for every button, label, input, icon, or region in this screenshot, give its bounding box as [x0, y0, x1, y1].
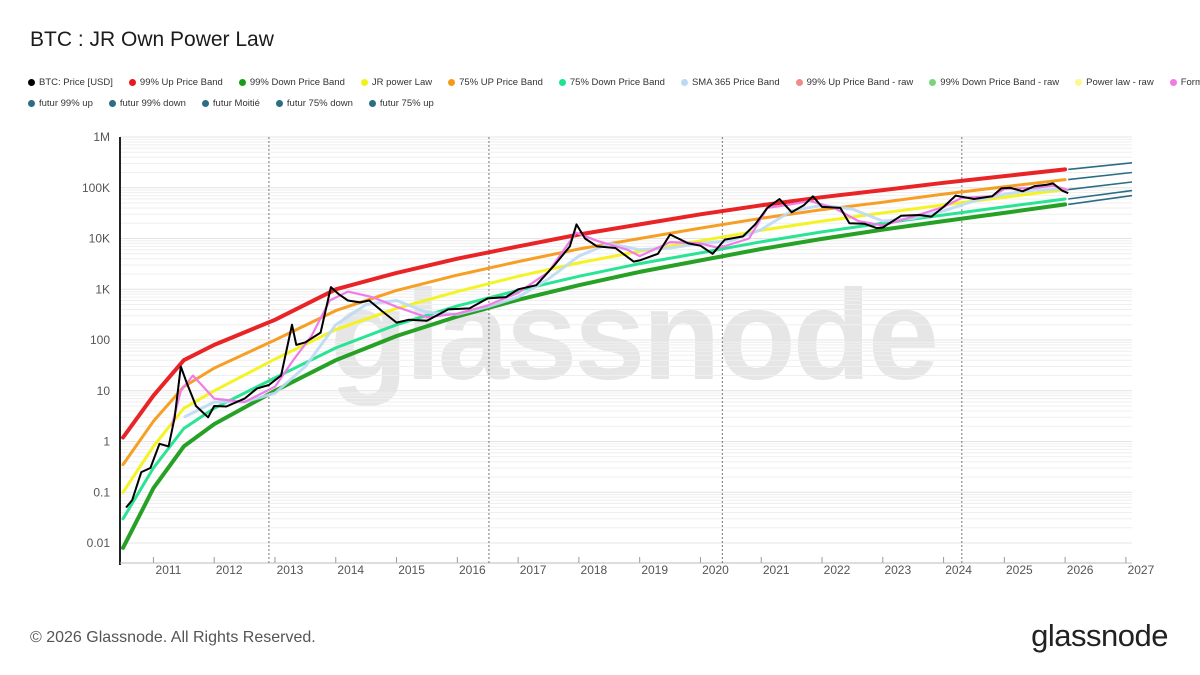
- legend-label: JR power Law: [371, 77, 433, 88]
- band-line: [121, 167, 1068, 440]
- legend-dot-icon: [368, 100, 376, 107]
- legend-item[interactable]: futur 75% down: [275, 98, 353, 109]
- future-line: [1068, 162, 1133, 171]
- legend-label: futur Moitié: [212, 98, 260, 109]
- legend-dot-icon: [28, 79, 35, 86]
- legend-dot-icon: [108, 100, 116, 107]
- future-line: [1068, 171, 1133, 181]
- legend-label: BTC: Price [USD]: [39, 77, 113, 88]
- legend-dot-icon: [558, 79, 566, 86]
- legend-dot-icon: [1169, 79, 1177, 86]
- y-tick-label: 10K: [89, 232, 110, 246]
- x-tick-label: 2024: [945, 563, 972, 577]
- x-tick-label: 2021: [763, 563, 790, 577]
- band-line: [121, 202, 1068, 550]
- legend-label: futur 99% down: [119, 98, 186, 109]
- y-tick-label: 100: [90, 333, 110, 347]
- legend-item[interactable]: 75% UP Price Band: [448, 77, 543, 88]
- legend-label: futur 99% up: [39, 98, 93, 109]
- legend-label: 75% Down Price Band: [569, 77, 665, 88]
- x-tick-label: 2019: [641, 563, 668, 577]
- x-tick-label: 2014: [337, 563, 364, 577]
- legend-dot-icon: [28, 100, 35, 107]
- y-tick-label: 1K: [95, 282, 110, 296]
- legend-item[interactable]: 99% Down Price Band: [238, 77, 345, 88]
- x-tick-label: 2015: [398, 563, 425, 577]
- legend-dot-icon: [929, 79, 937, 86]
- legend-item[interactable]: Power law - raw: [1075, 77, 1154, 88]
- legend-dot-icon: [360, 79, 368, 86]
- band-line: [121, 178, 1067, 467]
- x-tick-label: 2023: [884, 563, 911, 577]
- legend-item[interactable]: 99% Up Price Band: [128, 77, 223, 88]
- legend-dot-icon: [201, 100, 209, 107]
- legend-row-2: futur 99% up futur 99% down futur Moitié fu…: [28, 93, 1178, 114]
- legend-dot-icon: [1075, 79, 1083, 86]
- legend-label: Power law - raw: [1086, 77, 1154, 88]
- legend-item[interactable]: 99% Down Price Band - raw: [929, 77, 1059, 88]
- future-line: [1068, 189, 1133, 200]
- legend-dot-icon: [795, 79, 803, 86]
- legend-item[interactable]: futur 99% down: [108, 98, 186, 109]
- copyright-footer: © 2026 Glassnode. All Rights Reserved.: [30, 629, 316, 646]
- legend-dot-icon: [448, 79, 456, 86]
- legend-item[interactable]: JR power Law: [360, 77, 433, 88]
- y-tick-label: 10: [97, 384, 111, 398]
- x-tick-label: 2018: [581, 563, 608, 577]
- x-tick-label: 2016: [459, 563, 486, 577]
- x-tick-label: 2017: [520, 563, 547, 577]
- legend-row-1: BTC: Price [USD] 99% Up Price Band 99% Dow…: [28, 72, 1200, 93]
- legend: BTC: Price [USD] 99% Up Price Band 99% Dow…: [28, 72, 1200, 114]
- x-tick-label: 2012: [216, 563, 243, 577]
- legend-label: 75% UP Price Band: [459, 77, 543, 88]
- glassnode-logo[interactable]: glassnode: [1031, 618, 1168, 653]
- sma-line: [183, 187, 1066, 419]
- x-tick-label: 2011: [156, 563, 182, 577]
- legend-item[interactable]: futur Moitié: [201, 98, 260, 109]
- legend-dot-icon: [238, 79, 246, 86]
- x-tick-label: 2027: [1128, 563, 1155, 577]
- x-tick-label: 2026: [1067, 563, 1094, 577]
- legend-label: futur 75% down: [286, 98, 353, 109]
- legend-label: 99% Up Price Band: [139, 77, 223, 88]
- y-tick-label: 0.01: [87, 536, 111, 550]
- y-tick-label: 1M: [93, 130, 110, 144]
- legend-item[interactable]: futur 99% up: [28, 98, 93, 109]
- y-tick-label: 0.1: [93, 485, 110, 499]
- x-tick-label: 2013: [277, 563, 304, 577]
- legend-label: futur 75% up: [379, 98, 434, 109]
- legend-dot-icon: [680, 79, 688, 86]
- legend-item[interactable]: BTC: Price [USD]: [28, 77, 113, 88]
- future-line: [1068, 194, 1133, 206]
- legend-item[interactable]: Formula 15: [1169, 77, 1200, 88]
- legend-label: SMA 365 Price Band: [691, 77, 780, 88]
- legend-dot-icon: [275, 100, 283, 107]
- y-tick-label: 100K: [82, 181, 110, 195]
- legend-label: Formula 15: [1180, 77, 1200, 88]
- legend-item[interactable]: futur 75% up: [368, 98, 434, 109]
- legend-label: 99% Down Price Band: [249, 77, 345, 88]
- chart-title: BTC : JR Own Power Law: [30, 28, 274, 51]
- chart-canvas: 0.01 0.1 1 10 100 1K 10K 100K 1M 2011 2012 2013 2014…: [82, 130, 1155, 577]
- x-tick-label: 2025: [1006, 563, 1033, 577]
- x-tick-label: 2022: [824, 563, 851, 577]
- legend-dot-icon: [128, 79, 136, 86]
- price-line: [125, 182, 1069, 509]
- y-tick-label: 1: [103, 435, 110, 449]
- legend-item[interactable]: 99% Up Price Band - raw: [795, 77, 914, 88]
- legend-item[interactable]: 75% Down Price Band: [558, 77, 665, 88]
- formula15-line: [170, 184, 1069, 427]
- future-line: [1068, 181, 1133, 191]
- legend-label: 99% Up Price Band - raw: [806, 77, 914, 88]
- legend-item[interactable]: SMA 365 Price Band: [680, 77, 780, 88]
- legend-label: 99% Down Price Band - raw: [940, 77, 1060, 88]
- x-tick-label: 2020: [702, 563, 729, 577]
